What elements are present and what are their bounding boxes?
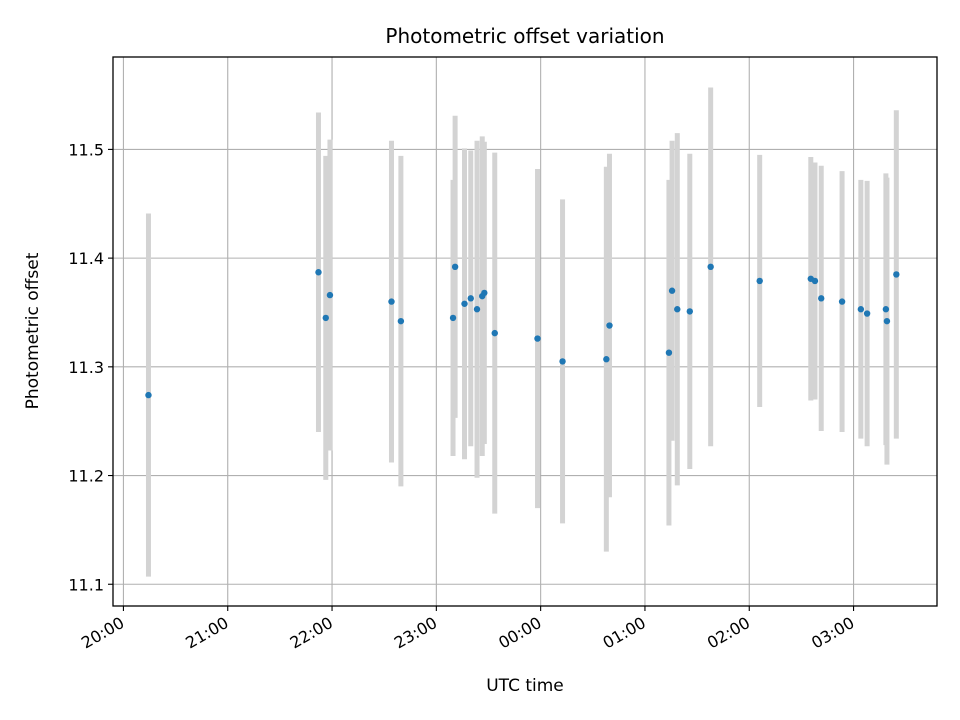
chart-title: Photometric offset variation <box>385 24 664 48</box>
y-axis-ticks: 11.1 11.2 11.3 11.4 11.5 <box>68 140 113 594</box>
y-tick-label: 11.4 <box>68 249 104 268</box>
data-point <box>449 314 457 322</box>
data-point <box>603 356 610 363</box>
data-point <box>322 314 329 322</box>
data-point <box>883 317 891 325</box>
data-point <box>145 391 152 399</box>
y-tick-label: 11.1 <box>68 575 104 594</box>
data-point <box>857 306 865 313</box>
y-tick-label: 11.2 <box>68 467 104 486</box>
data-point <box>559 358 566 365</box>
x-axis-label: UTC time <box>486 676 564 696</box>
data-point <box>606 322 613 329</box>
data-point <box>674 306 681 313</box>
data-point <box>811 277 819 285</box>
data-point <box>481 289 488 297</box>
plot-frame <box>112 56 938 607</box>
y-axis-label: Photometric offset <box>23 252 43 409</box>
data-point <box>315 269 322 276</box>
data-point <box>756 277 763 285</box>
data-point <box>397 317 405 325</box>
data-point <box>491 329 498 337</box>
data-point <box>326 291 334 299</box>
data-point <box>461 300 468 307</box>
data-point <box>388 298 395 305</box>
data-point <box>534 335 541 342</box>
data-point <box>665 349 673 356</box>
data-point <box>863 310 871 317</box>
data-point <box>893 271 900 278</box>
data-point <box>838 298 846 305</box>
data-point <box>451 263 459 271</box>
data-point <box>882 306 890 313</box>
data-markers <box>145 263 900 399</box>
data-point <box>473 306 481 313</box>
y-tick-label: 11.3 <box>68 358 104 377</box>
data-point <box>818 295 825 302</box>
data-point <box>467 295 474 302</box>
data-point <box>668 287 676 294</box>
data-point <box>686 308 693 315</box>
data-point <box>707 263 714 271</box>
y-tick-label: 11.5 <box>68 140 104 159</box>
